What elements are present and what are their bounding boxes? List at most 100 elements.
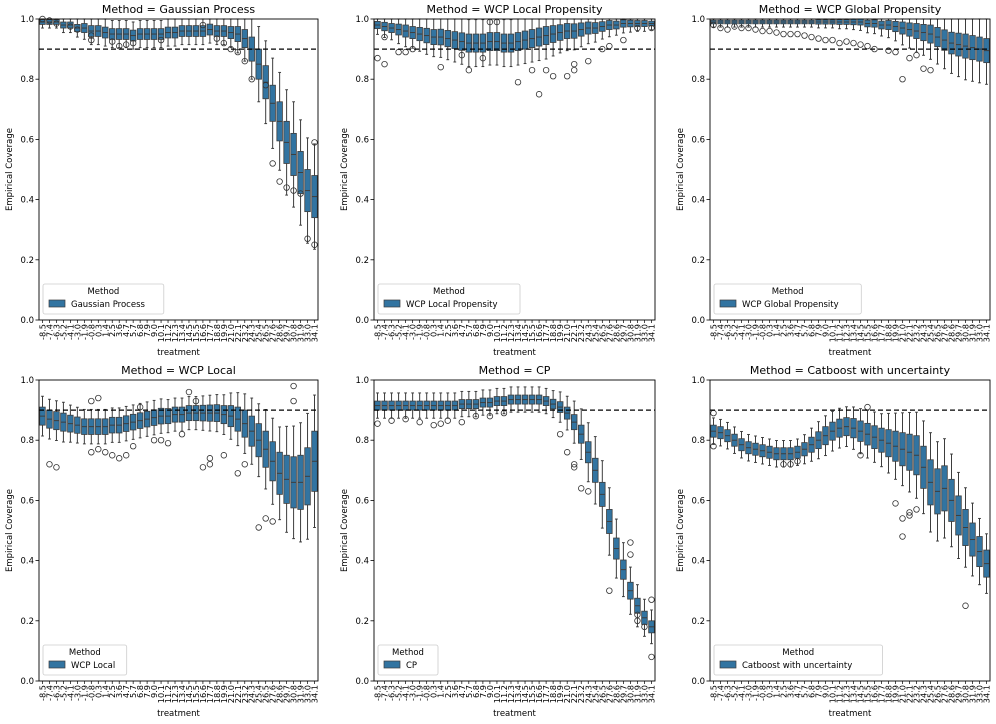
x-tick-label: 31.9 (632, 324, 642, 342)
box-24.3 (248, 397, 255, 465)
box-7.9 (143, 401, 151, 437)
outlier-point (283, 184, 290, 191)
x-tick-label: -6.3 (723, 324, 733, 340)
box--5.2 (60, 18, 67, 34)
y-tick-label: 0.6 (355, 135, 369, 145)
box-19.9 (220, 394, 228, 435)
box-24.3 (920, 18, 927, 56)
legend-swatch (48, 660, 66, 669)
x-tick-label: 22.1 (233, 685, 243, 703)
box-5.7 (465, 19, 473, 68)
legend: Method Gaussian Process (42, 283, 165, 315)
box-2.5 (444, 18, 451, 61)
x-tick-label: 26.5 (933, 685, 943, 703)
outlier-point (634, 611, 641, 618)
x-tick-label: -8.5 (373, 324, 383, 340)
box--0.8 (759, 18, 766, 28)
y-tick-label: 1.0 (355, 376, 369, 386)
x-tick-label: 25.4 (926, 324, 936, 342)
outlier-point (556, 430, 564, 438)
legend-label: WCP Local Propensity (406, 300, 498, 310)
x-tick-label: 28.6 (275, 324, 285, 342)
outlier-point (304, 235, 311, 242)
x-axis-label: treatment (493, 348, 536, 358)
x-tick-label: 18.8 (884, 324, 894, 342)
x-tick-label: 1.4 (772, 324, 782, 337)
box-10.1 (829, 410, 836, 452)
box-4.7 (794, 438, 801, 466)
subplot-title: Method = WCP Global Propensity (759, 3, 942, 16)
y-tick-label: 0.2 (20, 256, 34, 266)
box-11.2 (500, 19, 508, 68)
x-tick-label: 34.1 (982, 324, 992, 342)
box-23.2 (913, 18, 920, 53)
x-tick-label: 9.0 (485, 685, 495, 698)
outlier-point (892, 48, 899, 56)
x-tick-label: 17.7 (205, 685, 215, 703)
x-tick-label: 12.3 (170, 324, 180, 342)
x-tick-label: 19.9 (219, 324, 229, 342)
box-18.8 (549, 18, 557, 57)
x-tick-label: -7.4 (44, 324, 54, 340)
y-axis: 0.0 0.2 0.4 0.6 0.8 1.0 (691, 376, 710, 687)
x-tick-label: 16.6 (870, 324, 880, 342)
outlier-point (206, 461, 214, 468)
box--4.1 (402, 18, 409, 48)
x-tick-label: -7.4 (380, 324, 390, 340)
box-22.1 (234, 392, 241, 447)
outlier-point (220, 39, 228, 47)
outlier-point (129, 39, 137, 47)
box-15.5 (192, 396, 200, 431)
x-tick-label: 11.2 (835, 324, 845, 342)
legend-swatch (383, 299, 401, 308)
x-tick-label: 26.5 (933, 324, 943, 342)
legend: Method WCP Global Propensity (713, 283, 862, 315)
x-tick-label: 7.9 (478, 324, 488, 337)
x-tick-label: 29.7 (618, 324, 628, 342)
outlier-point (206, 455, 214, 462)
box-26.5 (934, 441, 941, 542)
box-10.1 (493, 387, 501, 415)
x-tick-label: 33.0 (975, 324, 985, 342)
x-axis: -8.5-7.4-6.3-5.2-4.1-3.0-1.9-0.80.31.42.… (37, 681, 320, 703)
box-24.3 (585, 18, 592, 45)
x-tick-label: 10.1 (828, 324, 838, 342)
subplot-title: Method = Gaussian Process (102, 3, 255, 16)
outliers (710, 403, 969, 609)
y-axis-label: Empirical Coverage (676, 489, 686, 572)
box-25.4 (927, 432, 934, 533)
outlier-point (535, 91, 543, 98)
box-11.2 (836, 18, 843, 30)
x-tick-label: 6.8 (471, 685, 481, 698)
box-10.1 (829, 18, 836, 29)
outlier-point (710, 21, 717, 29)
x-tick-label: -3.0 (744, 324, 754, 340)
x-tick-label: 6.8 (807, 685, 817, 698)
x-tick-label: 3.6 (114, 324, 124, 337)
x-axis: -8.5-7.4-6.3-5.2-4.1-3.0-1.9-0.80.31.42.… (37, 320, 320, 342)
x-tick-label: -7.4 (44, 685, 54, 701)
x-tick-label: 7.9 (142, 685, 152, 698)
x-tick-label: 5.7 (128, 324, 138, 337)
outliers (39, 15, 318, 248)
outlier-point (458, 418, 466, 426)
x-tick-label: 23.2 (240, 685, 250, 703)
x-tick-label: 25.4 (254, 685, 264, 703)
outlier-point (648, 24, 655, 32)
outlier-point (528, 66, 536, 74)
outlier-point (585, 57, 592, 65)
outlier-point (479, 54, 487, 62)
box-29.7 (955, 18, 962, 78)
y-tick-label: 0.8 (20, 75, 34, 85)
x-tick-label: -3.0 (72, 324, 82, 340)
box-9.0 (822, 415, 829, 457)
x-tick-label: 3.6 (450, 324, 460, 337)
box-16.6 (535, 18, 543, 62)
box--8.5 (39, 18, 46, 29)
outlier-point (102, 449, 109, 456)
outlier-point (192, 397, 200, 405)
x-tick-label: -5.2 (730, 324, 740, 340)
x-tick-label: 23.2 (912, 685, 922, 703)
outlier-point (780, 461, 787, 468)
x-tick-label: -5.2 (394, 685, 404, 701)
